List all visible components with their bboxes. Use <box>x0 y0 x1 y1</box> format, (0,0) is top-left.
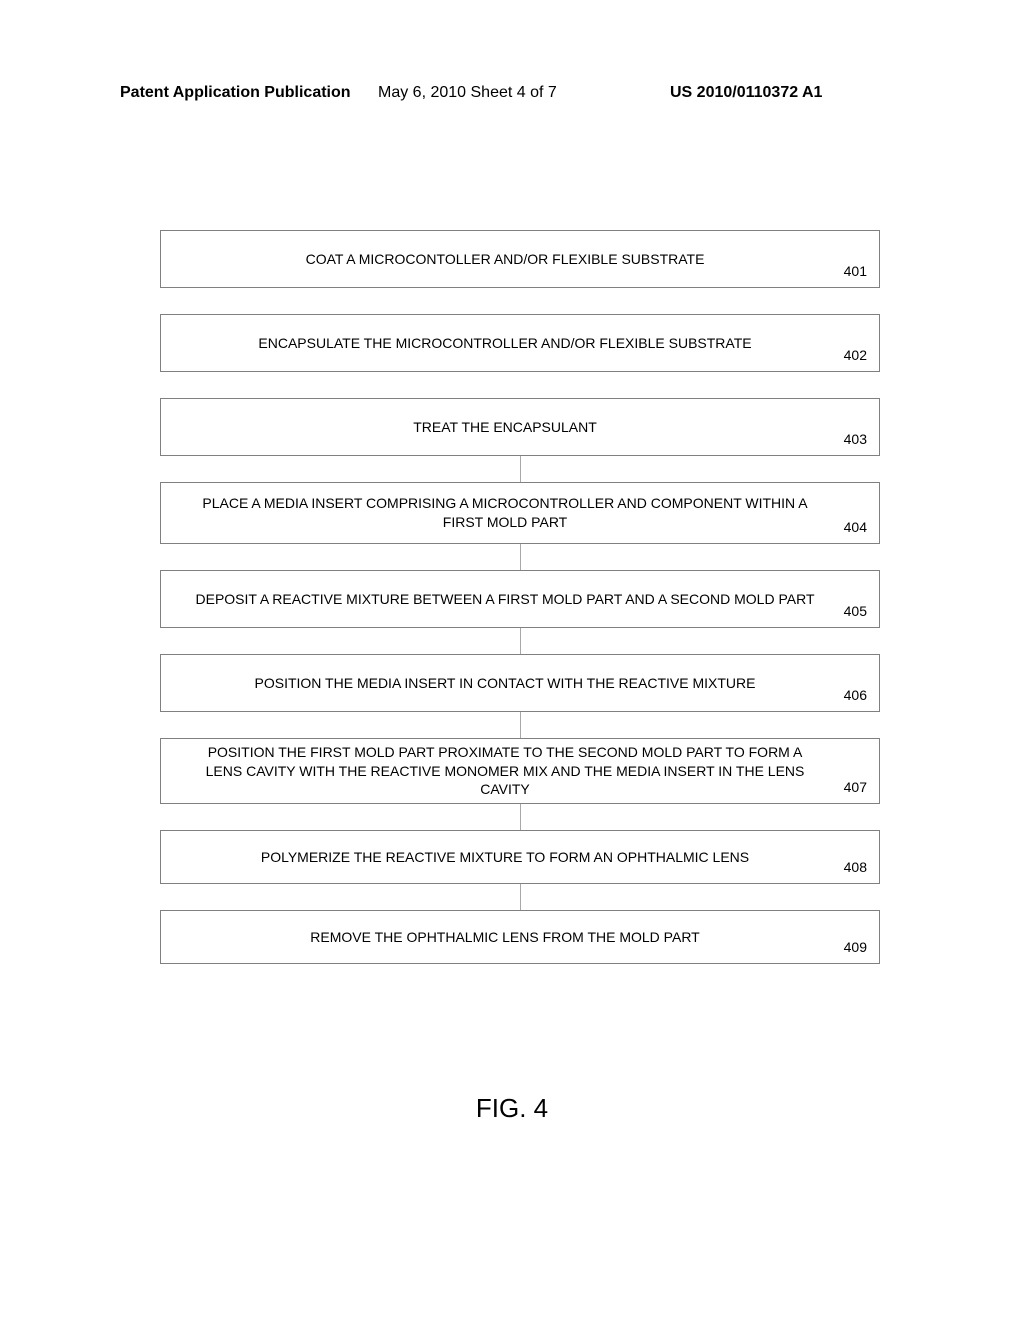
flow-step: ENCAPSULATE THE MICROCONTROLLER AND/OR F… <box>160 314 880 372</box>
flow-connector <box>160 544 880 570</box>
flow-step-text: REMOVE THE OPHTHALMIC LENS FROM THE MOLD… <box>310 928 699 947</box>
flow-step-number: 405 <box>844 602 867 621</box>
figure-caption: FIG. 4 <box>0 1093 1024 1124</box>
page-header: Patent Application Publication May 6, 20… <box>0 84 1024 114</box>
flow-step: PLACE A MEDIA INSERT COMPRISING A MICROC… <box>160 482 880 544</box>
flow-step-number: 408 <box>844 858 867 877</box>
flow-step-number: 406 <box>844 686 867 705</box>
flow-step: COAT A MICROCONTOLLER AND/OR FLEXIBLE SU… <box>160 230 880 288</box>
flow-step: POSITION THE MEDIA INSERT IN CONTACT WIT… <box>160 654 880 712</box>
flow-step: DEPOSIT A REACTIVE MIXTURE BETWEEN A FIR… <box>160 570 880 628</box>
flow-step: REMOVE THE OPHTHALMIC LENS FROM THE MOLD… <box>160 910 880 964</box>
flow-connector <box>160 456 880 482</box>
flow-step-number: 409 <box>844 938 867 957</box>
flow-connector <box>160 712 880 738</box>
flow-step-text: POSITION THE MEDIA INSERT IN CONTACT WIT… <box>255 674 756 693</box>
flow-step-text: TREAT THE ENCAPSULANT <box>413 418 597 437</box>
flow-step-number: 407 <box>844 778 867 797</box>
flow-connector <box>160 884 880 910</box>
header-left-text: Patent Application Publication <box>120 84 351 102</box>
flow-step-number: 403 <box>844 430 867 449</box>
header-center-text: May 6, 2010 Sheet 4 of 7 <box>378 84 557 102</box>
flow-step-text: PLACE A MEDIA INSERT COMPRISING A MICROC… <box>191 494 819 532</box>
flow-gap <box>160 288 880 314</box>
flow-step-text: POSITION THE FIRST MOLD PART PROXIMATE T… <box>191 743 819 800</box>
flow-connector <box>160 804 880 830</box>
flow-step-text: DEPOSIT A REACTIVE MIXTURE BETWEEN A FIR… <box>196 590 815 609</box>
flow-step: POLYMERIZE THE REACTIVE MIXTURE TO FORM … <box>160 830 880 884</box>
page: Patent Application Publication May 6, 20… <box>0 0 1024 1320</box>
flow-step: POSITION THE FIRST MOLD PART PROXIMATE T… <box>160 738 880 804</box>
flow-gap <box>160 372 880 398</box>
flow-step-number: 402 <box>844 346 867 365</box>
flow-step: TREAT THE ENCAPSULANT 403 <box>160 398 880 456</box>
flow-step-number: 404 <box>844 518 867 537</box>
flow-step-text: COAT A MICROCONTOLLER AND/OR FLEXIBLE SU… <box>306 250 705 269</box>
flow-step-text: POLYMERIZE THE REACTIVE MIXTURE TO FORM … <box>261 848 749 867</box>
flowchart: COAT A MICROCONTOLLER AND/OR FLEXIBLE SU… <box>160 230 880 964</box>
flow-step-text: ENCAPSULATE THE MICROCONTROLLER AND/OR F… <box>258 334 751 353</box>
flow-step-number: 401 <box>844 262 867 281</box>
flow-connector <box>160 628 880 654</box>
header-right-text: US 2010/0110372 A1 <box>670 84 822 102</box>
